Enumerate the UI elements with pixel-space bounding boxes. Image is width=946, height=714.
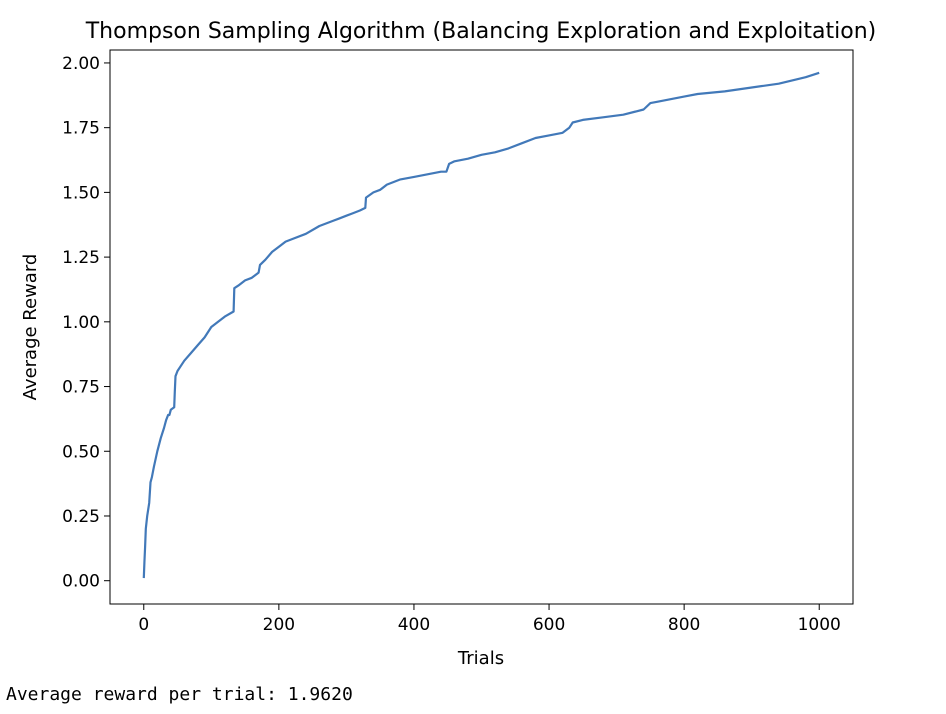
- y-tick-label: 2.00: [62, 54, 100, 74]
- y-tick-label: 0.25: [62, 507, 100, 527]
- thompson-sampling-chart: Thompson Sampling Algorithm (Balancing E…: [20, 19, 877, 669]
- output-text: Average reward per trial: 1.9620: [6, 684, 353, 705]
- x-tick-label: 200: [263, 615, 295, 635]
- axis-ticks: 0 200 400 600 800 1000 0.00 0.25 0.50 0.75 1.00 1.2…: [62, 54, 841, 635]
- y-tick-label: 0.50: [62, 442, 100, 462]
- x-tick-label: 0: [138, 615, 149, 635]
- y-tick-label: 0.75: [62, 378, 100, 398]
- y-tick-label: 1.50: [62, 183, 100, 203]
- x-tick-label: 400: [398, 615, 430, 635]
- y-tick-label: 0.00: [62, 572, 100, 592]
- series-line-average-reward: [142, 71, 820, 579]
- y-tick-label: 1.75: [62, 119, 100, 139]
- chart-title: Thompson Sampling Algorithm (Balancing E…: [85, 19, 877, 44]
- x-tick-label: 1000: [798, 615, 841, 635]
- y-axis-label: Average Reward: [20, 254, 41, 401]
- x-axis-label: Trials: [457, 648, 504, 669]
- y-tick-label: 1.00: [62, 313, 100, 333]
- x-tick-label: 600: [533, 615, 565, 635]
- y-tick-label: 1.25: [62, 248, 100, 268]
- x-tick-label: 800: [668, 615, 700, 635]
- plot-frame: [109, 49, 854, 605]
